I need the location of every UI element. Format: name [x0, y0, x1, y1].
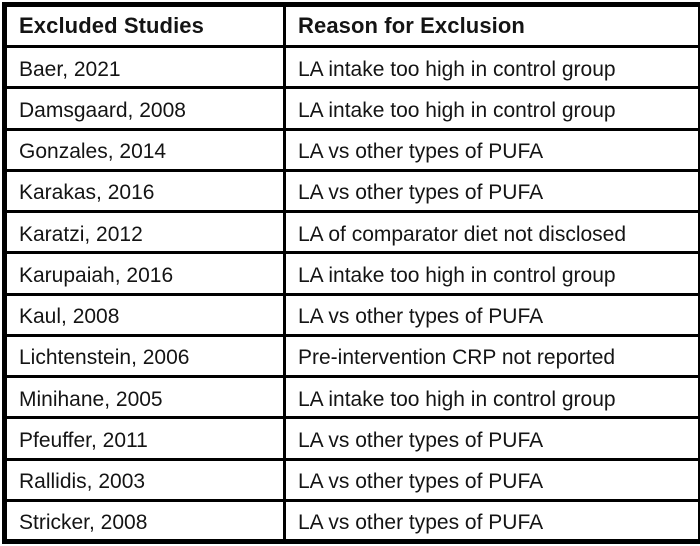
study-cell: Karupaiah, 2016: [3, 251, 286, 296]
table-row: Gonzales, 2014 LA vs other types of PUFA: [3, 127, 700, 172]
reason-cell: LA intake too high in control group: [283, 251, 700, 296]
study-cell: Rallidis, 2003: [3, 457, 286, 502]
study-cell: Gonzales, 2014: [3, 127, 286, 172]
study-cell: Damsgaard, 2008: [3, 86, 286, 131]
table-row: Pfeuffer, 2011 LA vs other types of PUFA: [3, 416, 700, 461]
reason-cell: LA intake too high in control group: [283, 86, 700, 131]
table-row: Karupaiah, 2016 LA intake too high in co…: [3, 251, 700, 296]
reason-cell: LA intake too high in control group: [283, 374, 700, 420]
study-cell: Lichtenstein, 2006: [3, 333, 286, 379]
table-row: Rallidis, 2003 LA vs other types of PUFA: [3, 457, 700, 502]
table-row: Damsgaard, 2008 LA intake too high in co…: [3, 86, 700, 131]
study-cell: Karakas, 2016: [3, 168, 286, 214]
study-cell: Minihane, 2005: [3, 374, 286, 420]
table-row: Karakas, 2016 LA vs other types of PUFA: [3, 168, 700, 214]
reason-cell: LA vs other types of PUFA: [283, 457, 700, 502]
reason-cell: Pre-intervention CRP not reported: [283, 333, 700, 379]
reason-cell: LA vs other types of PUFA: [283, 127, 700, 172]
header-reason-for-exclusion: Reason for Exclusion: [283, 3, 700, 48]
study-cell: Stricker, 2008: [3, 498, 286, 544]
reason-cell: LA vs other types of PUFA: [283, 498, 700, 544]
table-row: Minihane, 2005 LA intake too high in con…: [3, 374, 700, 420]
reason-cell: LA vs other types of PUFA: [283, 168, 700, 214]
header-excluded-studies: Excluded Studies: [3, 3, 286, 48]
reason-cell: LA vs other types of PUFA: [283, 292, 700, 337]
study-cell: Pfeuffer, 2011: [3, 416, 286, 461]
table-row: Baer, 2021 LA intake too high in control…: [3, 44, 700, 90]
table-row: Karatzi, 2012 LA of comparator diet not …: [3, 209, 700, 255]
study-cell: Kaul, 2008: [3, 292, 286, 337]
reason-cell: LA vs other types of PUFA: [283, 416, 700, 461]
reason-cell: LA intake too high in control group: [283, 44, 700, 90]
table-row: Stricker, 2008 LA vs other types of PUFA: [3, 498, 700, 544]
table-header-row: Excluded Studies Reason for Exclusion: [3, 3, 700, 48]
study-cell: Karatzi, 2012: [3, 209, 286, 255]
study-cell: Baer, 2021: [3, 44, 286, 90]
table-row: Kaul, 2008 LA vs other types of PUFA: [3, 292, 700, 337]
reason-cell: LA of comparator diet not disclosed: [283, 209, 700, 255]
table-row: Lichtenstein, 2006 Pre-intervention CRP …: [3, 333, 700, 379]
